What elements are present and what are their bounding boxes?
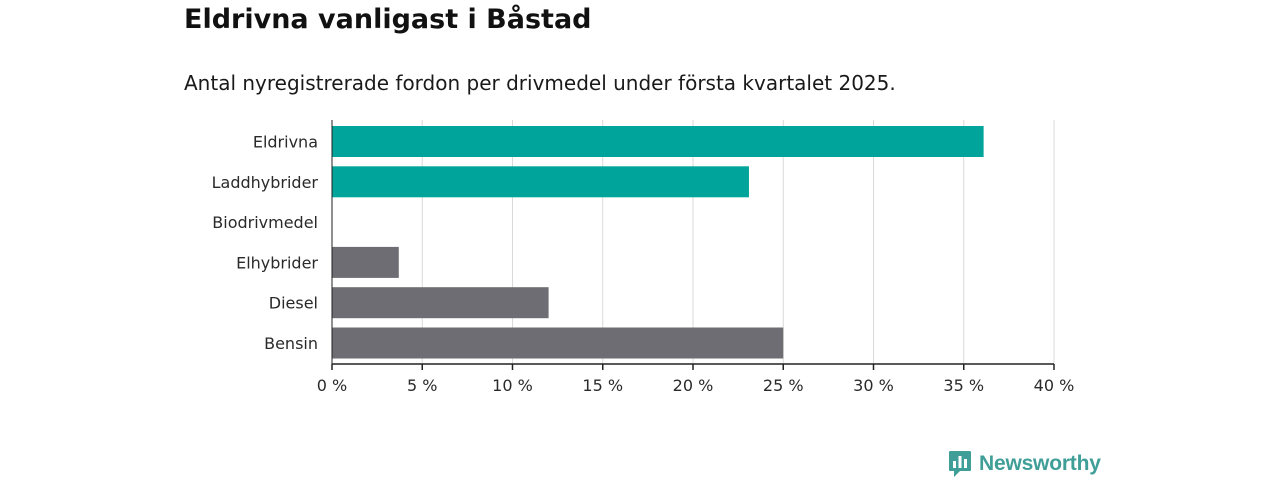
- x-tick-label: 30 %: [853, 376, 894, 395]
- x-tick-label: 0 %: [317, 376, 347, 395]
- bar-eldrivna: [332, 126, 984, 157]
- x-tick-label: 40 %: [1034, 376, 1075, 395]
- x-tick-label: 35 %: [943, 376, 984, 395]
- bar-elhybrider: [332, 246, 399, 278]
- category-label: Diesel: [269, 294, 318, 313]
- chart-title: Eldrivna vanligast i Båstad: [184, 4, 592, 35]
- category-label: Eldrivna: [253, 133, 318, 152]
- bar-laddhybrider: [332, 166, 749, 198]
- bar-chart-logo-icon: [949, 451, 971, 477]
- category-label: Elhybrider: [236, 253, 318, 272]
- category-label: Bensin: [264, 334, 318, 353]
- category-labels: Eldrivna Laddhybrider Biodrivmedel Elhybrid…: [212, 133, 319, 354]
- chart-subtitle: Antal nyregistrerade fordon per drivmede…: [184, 71, 896, 95]
- x-tick-label: 5 %: [407, 376, 437, 395]
- x-tick-label: 20 %: [673, 376, 714, 395]
- newsworthy-brand: Newsworthy: [948, 450, 1101, 478]
- category-label: Biodrivmedel: [212, 213, 318, 232]
- brand-name: Newsworthy: [979, 452, 1101, 475]
- grid-lines: [421, 120, 1055, 364]
- x-axis: 0 % 5 % 10 % 15 % 20 % 25 % 30 % 35 % 40 %: [317, 120, 1075, 395]
- category-label: Laddhybrider: [212, 173, 319, 192]
- x-tick-label: 10 %: [492, 376, 533, 395]
- x-tick-label: 15 %: [582, 376, 623, 395]
- x-tick-label: 25 %: [763, 376, 804, 395]
- bar-bensin: [332, 327, 784, 359]
- bars: [332, 126, 984, 359]
- bar-diesel: [332, 287, 549, 319]
